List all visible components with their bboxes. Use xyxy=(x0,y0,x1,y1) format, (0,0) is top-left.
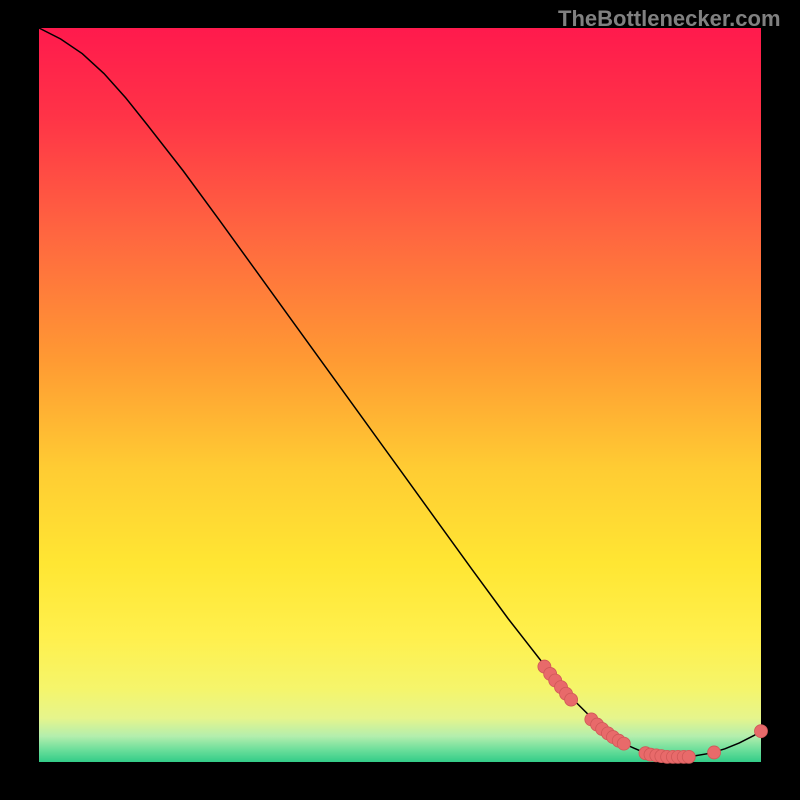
data-marker xyxy=(565,693,578,706)
data-marker xyxy=(708,746,721,759)
data-marker xyxy=(682,750,695,763)
plot-background xyxy=(39,28,761,762)
data-marker xyxy=(617,737,630,750)
bottleneck-chart xyxy=(0,0,800,800)
data-marker xyxy=(755,725,768,738)
